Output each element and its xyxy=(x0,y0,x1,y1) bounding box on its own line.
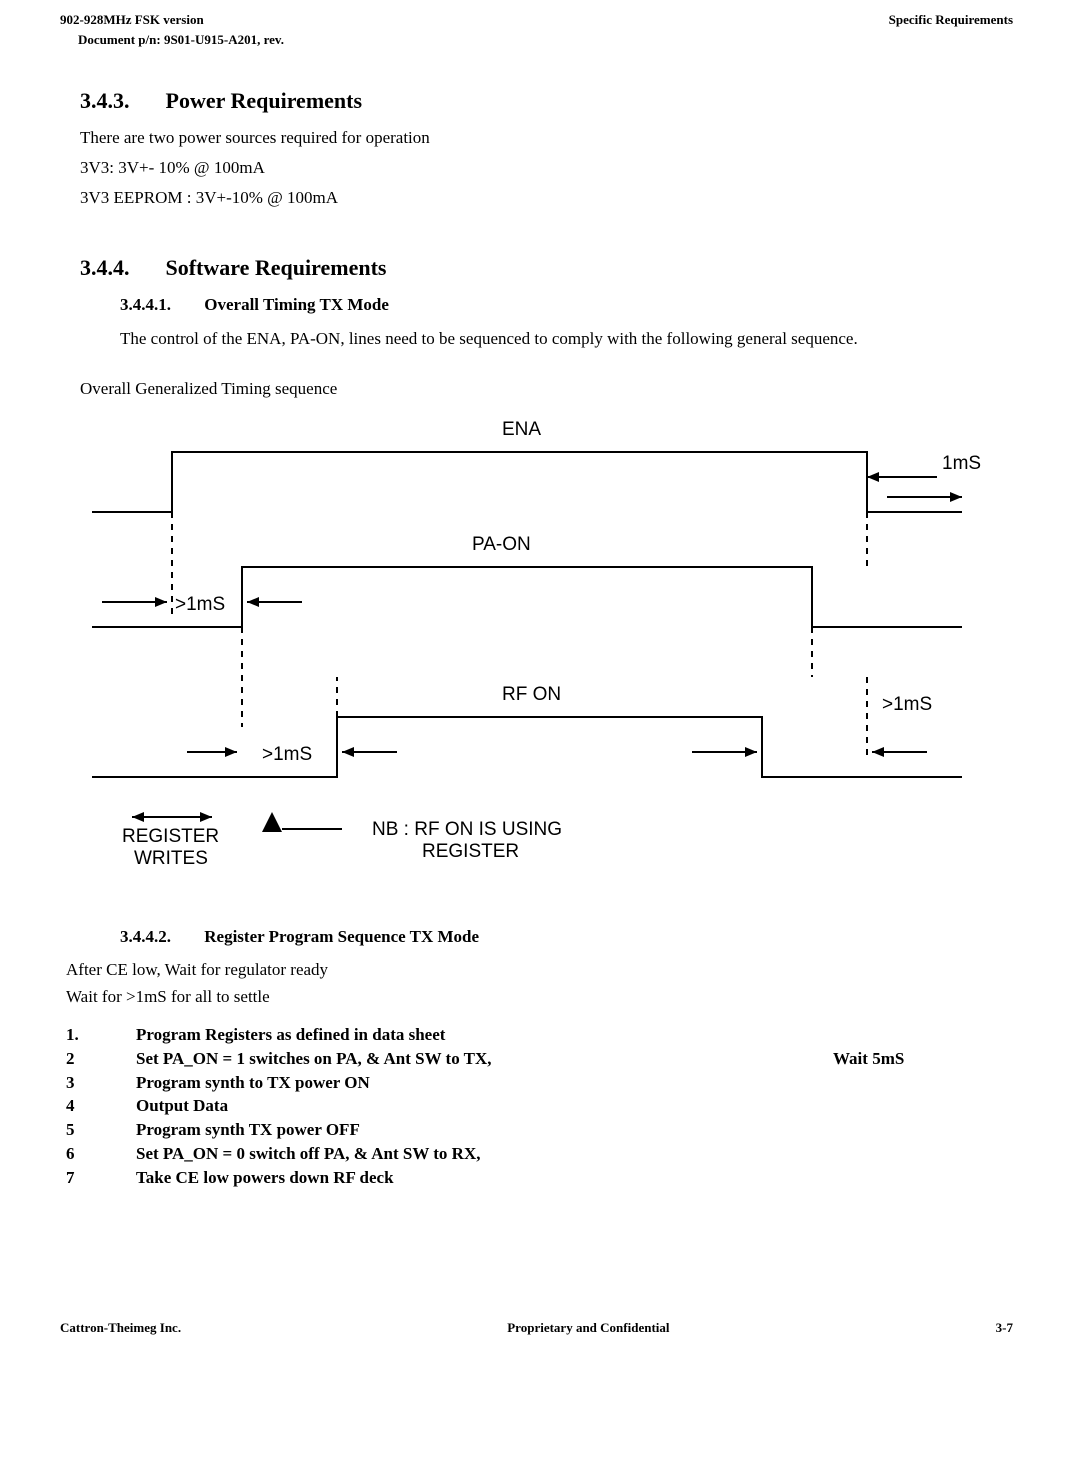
heading-3-4-4-2: 3.4.4.2. Register Program Sequence TX Mo… xyxy=(120,927,1013,947)
header-left-2: Document p/n: 9S01-U915-A201, rev. xyxy=(78,32,1013,48)
heading-num: 3.4.3. xyxy=(80,88,160,114)
p-343-2: 3V3: 3V+- 10% @ 100mA xyxy=(80,156,1013,180)
seq-text: Output Data xyxy=(136,1094,833,1118)
label-gt1ms-c: >1mS xyxy=(882,694,932,715)
label-rfon: RF ON xyxy=(502,684,561,705)
heading-3-4-4-1: 3.4.4.1. Overall Timing TX Mode xyxy=(120,295,1013,315)
heading-title: Register Program Sequence TX Mode xyxy=(204,927,479,946)
seq-num: 6 xyxy=(66,1142,136,1166)
diagram-caption: Overall Generalized Timing sequence xyxy=(80,379,1013,399)
p-3441-1: The control of the ENA, PA-ON, lines nee… xyxy=(120,327,953,351)
seq-row: 2 Set PA_ON = 1 switches on PA, & Ant SW… xyxy=(66,1047,1013,1071)
header-right: Specific Requirements xyxy=(889,12,1013,28)
seq-num: 4 xyxy=(66,1094,136,1118)
seq-wait xyxy=(833,1023,1013,1047)
seq-row: 7 Take CE low powers down RF deck xyxy=(66,1166,1013,1190)
heading-title: Overall Timing TX Mode xyxy=(204,295,389,314)
label-register: REGISTER xyxy=(122,826,219,847)
heading-num: 3.4.4.2. xyxy=(120,927,200,947)
seq-num: 7 xyxy=(66,1166,136,1190)
label-gt1ms-b: >1mS xyxy=(262,744,312,765)
seq-row: 6 Set PA_ON = 0 switch off PA, & Ant SW … xyxy=(66,1142,1013,1166)
footer-right: 3-7 xyxy=(996,1320,1013,1336)
seq-wait xyxy=(833,1071,1013,1095)
heading-num: 3.4.4. xyxy=(80,255,160,281)
timing-diagram: ENA 1mS PA-ON xyxy=(72,417,1002,897)
seq-text: Take CE low powers down RF deck xyxy=(136,1166,833,1190)
page-footer: Cattron-Theimeg Inc. Proprietary and Con… xyxy=(60,1320,1013,1336)
page-header: 902-928MHz FSK version Specific Requirem… xyxy=(60,12,1013,28)
label-nb-1: NB : RF ON IS USING xyxy=(372,819,562,840)
footer-left: Cattron-Theimeg Inc. xyxy=(60,1320,181,1336)
sequence-list: 1. Program Registers as defined in data … xyxy=(66,1023,1013,1190)
seq-text: Set PA_ON = 0 switch off PA, & Ant SW to… xyxy=(136,1142,833,1166)
heading-title: Software Requirements xyxy=(166,255,387,280)
seq-wait: Wait 5mS xyxy=(833,1047,1013,1071)
seq-wait xyxy=(833,1118,1013,1142)
seq-row: 3 Program synth to TX power ON xyxy=(66,1071,1013,1095)
seq-text: Set PA_ON = 1 switches on PA, & Ant SW t… xyxy=(136,1047,833,1071)
label-1ms: 1mS xyxy=(942,453,981,474)
seq-wait xyxy=(833,1142,1013,1166)
p-343-3: 3V3 EEPROM : 3V+-10% @ 100mA xyxy=(80,186,1013,210)
seq-text: Program Registers as defined in data she… xyxy=(136,1023,833,1047)
p-343-1: There are two power sources required for… xyxy=(80,126,1013,150)
seq-intro-1: After CE low, Wait for regulator ready xyxy=(66,959,1013,982)
label-gt1ms-a: >1mS xyxy=(175,594,225,615)
seq-intro-2: Wait for >1mS for all to settle xyxy=(66,986,1013,1009)
heading-3-4-3: 3.4.3. Power Requirements xyxy=(80,88,1013,114)
heading-num: 3.4.4.1. xyxy=(120,295,200,315)
label-nb-2: REGISTER xyxy=(422,841,519,862)
heading-3-4-4: 3.4.4. Software Requirements xyxy=(80,255,1013,281)
seq-num: 2 xyxy=(66,1047,136,1071)
page: 902-928MHz FSK version Specific Requirem… xyxy=(0,0,1073,1376)
seq-num: 3 xyxy=(66,1071,136,1095)
footer-center: Proprietary and Confidential xyxy=(507,1320,669,1336)
seq-num: 1. xyxy=(66,1023,136,1047)
header-left-1: 902-928MHz FSK version xyxy=(60,12,204,28)
seq-num: 5 xyxy=(66,1118,136,1142)
seq-row: 4 Output Data xyxy=(66,1094,1013,1118)
seq-row: 1. Program Registers as defined in data … xyxy=(66,1023,1013,1047)
seq-text: Program synth to TX power ON xyxy=(136,1071,833,1095)
label-writes: WRITES xyxy=(134,848,208,869)
seq-text: Program synth TX power OFF xyxy=(136,1118,833,1142)
heading-title: Power Requirements xyxy=(166,88,363,113)
seq-row: 5 Program synth TX power OFF xyxy=(66,1118,1013,1142)
label-ena: ENA xyxy=(502,419,541,440)
seq-wait xyxy=(833,1094,1013,1118)
seq-wait xyxy=(833,1166,1013,1190)
